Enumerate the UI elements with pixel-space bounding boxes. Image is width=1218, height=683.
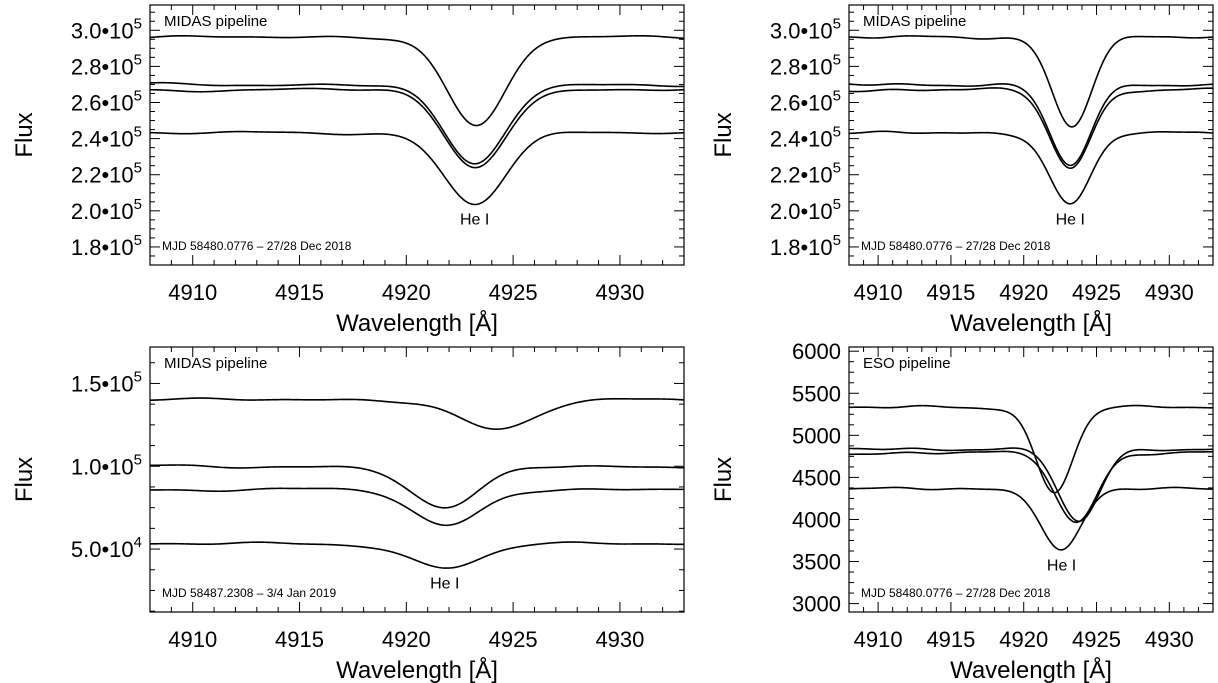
spectrum-line <box>848 486 1214 551</box>
y-tick-label: 1.8•105 <box>770 232 841 260</box>
y-tick-label: 5.0•104 <box>71 534 142 562</box>
x-tick-label: 4920 <box>382 627 431 652</box>
y-tick-label: 2.0•105 <box>770 196 841 224</box>
x-tick-label: 4930 <box>1145 280 1194 305</box>
x-tick-label: 4910 <box>854 280 903 305</box>
spectrum-line <box>150 487 684 527</box>
y-tick-label: 5500 <box>792 381 841 406</box>
x-tick-label: 4925 <box>489 627 538 652</box>
x-axis-label: Wavelength [Å] <box>336 656 498 683</box>
plot-frame <box>149 4 685 266</box>
y-axis-label: Flux <box>11 457 38 502</box>
x-tick-label: 4915 <box>926 280 975 305</box>
x-axis-label: Wavelength [Å] <box>336 309 498 337</box>
x-tick-label: 4930 <box>1145 627 1194 652</box>
y-tick-label: 2.6•105 <box>71 88 142 116</box>
x-tick-label: 4930 <box>595 627 644 652</box>
x-tick-label: 4920 <box>999 280 1048 305</box>
spectrum-line <box>149 35 685 127</box>
y-tick-label: 2.6•105 <box>770 88 841 116</box>
y-tick-label: 4500 <box>792 465 841 490</box>
y-tick-label: 2.4•105 <box>71 124 142 152</box>
spectral-line-label: He I <box>1056 212 1085 229</box>
x-tick-label: 4925 <box>1072 280 1121 305</box>
pipeline-label: MIDAS pipeline <box>164 13 267 30</box>
spectrum-line <box>848 82 1214 167</box>
spectrum-line <box>149 87 685 169</box>
x-tick-label: 4910 <box>854 627 903 652</box>
spectrum-line <box>848 404 1213 494</box>
x-tick-label: 4910 <box>168 280 217 305</box>
y-tick-label: 3500 <box>792 550 841 575</box>
spectral-line-label: He I <box>1047 558 1076 575</box>
date-label: MJD 58480.0776 – 27/28 Dec 2018 <box>162 239 352 253</box>
panel-2: 4910 4915 4920 4925 4930 1.8•105 2.0•105 2.2•10… <box>710 4 1214 337</box>
x-tick-label: 4920 <box>382 280 431 305</box>
y-tick-label: 3.0•105 <box>770 15 841 43</box>
x-tick-label: 4915 <box>275 280 324 305</box>
y-axis-label: Flux <box>11 112 38 157</box>
y-tick-label: 3.0•105 <box>71 15 142 43</box>
y-tick-label: 1.8•105 <box>71 232 142 260</box>
y-tick-label: 6000 <box>792 339 841 364</box>
plot-frame <box>848 346 1214 613</box>
pipeline-label: MIDAS pipeline <box>164 355 267 372</box>
panel-4: 4910 4915 4920 4925 4930 3000 3500 4000 4500 5000… <box>710 339 1214 683</box>
y-tick-label: 1.0•105 <box>71 451 142 479</box>
spectrum-line <box>848 87 1214 170</box>
y-tick-label: 2.2•105 <box>770 160 841 188</box>
x-tick-label: 4925 <box>1072 627 1121 652</box>
date-label: MJD 58480.0776 – 27/28 Dec 2018 <box>861 239 1051 253</box>
x-tick-label: 4930 <box>595 280 644 305</box>
date-label: MJD 58480.0776 – 27/28 Dec 2018 <box>861 586 1051 600</box>
plot-frame <box>848 4 1214 266</box>
y-tick-label: 2.0•105 <box>71 196 142 224</box>
pipeline-label: MIDAS pipeline <box>863 13 966 30</box>
y-tick-label: 2.4•105 <box>770 124 841 152</box>
y-tick-label: 4000 <box>792 507 841 532</box>
spectral-line-label: He I <box>460 212 489 229</box>
panel-1: 4910 4915 4920 4925 4930 1.8•105 2.0•105 2.2•10… <box>11 4 685 337</box>
spectrum-line <box>848 450 1214 524</box>
y-axis-label: Flux <box>710 457 737 502</box>
x-tick-label: 4915 <box>926 627 975 652</box>
spectral-line-label: He I <box>430 575 459 592</box>
y-tick-label: 2.8•105 <box>71 51 142 79</box>
plot-frame <box>149 346 685 613</box>
date-label: MJD 58487.2308 – 3/4 Jan 2019 <box>162 586 336 600</box>
y-tick-label: 1.5•105 <box>71 368 142 396</box>
x-axis-label: Wavelength [Å] <box>950 656 1112 683</box>
spectrum-line <box>149 81 685 165</box>
pipeline-label: ESO pipeline <box>863 355 951 372</box>
y-tick-label: 5000 <box>792 423 841 448</box>
spectrum-line <box>848 35 1214 128</box>
y-tick-label: 2.8•105 <box>770 51 841 79</box>
x-tick-label: 4915 <box>275 627 324 652</box>
spectrum-line <box>149 541 684 569</box>
x-tick-label: 4925 <box>489 280 538 305</box>
spectrum-line <box>848 447 1214 523</box>
y-tick-label: 3000 <box>792 592 841 617</box>
y-tick-label: 2.2•105 <box>71 160 142 188</box>
spectrum-line <box>848 130 1214 205</box>
x-tick-label: 4910 <box>168 627 217 652</box>
spectrum-line <box>149 464 685 509</box>
spectrum-line <box>149 397 685 430</box>
panel-3: 4910 4915 4920 4925 4930 5.0•104 1.0•105 1.5•10… <box>11 346 685 683</box>
spectrum-line <box>149 130 685 206</box>
y-axis-label: Flux <box>710 112 737 157</box>
x-tick-label: 4920 <box>999 627 1048 652</box>
x-axis-label: Wavelength [Å] <box>950 309 1112 337</box>
